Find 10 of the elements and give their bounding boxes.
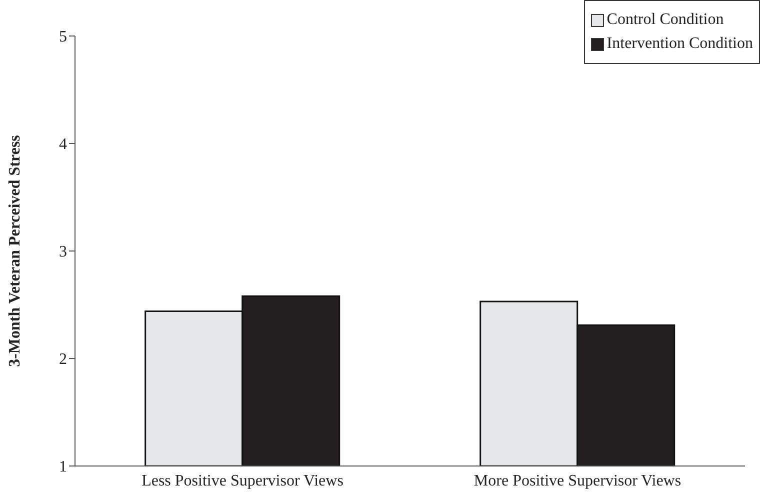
legend-label: Control Condition: [606, 11, 724, 29]
y-tick-label: 3: [59, 244, 67, 261]
y-tick-label: 5: [59, 28, 67, 46]
y-axis-title: 3-Month Veteran Perceived Stress: [6, 135, 24, 367]
y-tick-label: 4: [59, 136, 67, 154]
legend-label: Intervention Condition: [606, 35, 753, 53]
y-tick-label: 2: [59, 351, 67, 368]
y-tick-label: 1: [59, 458, 67, 476]
x-tick-label: Less Positive Supervisor Views: [142, 472, 344, 490]
x-tick-label: More Positive Supervisor Views: [474, 472, 682, 490]
